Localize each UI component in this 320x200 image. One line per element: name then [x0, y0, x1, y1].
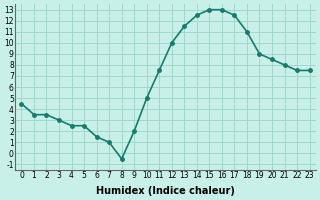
X-axis label: Humidex (Indice chaleur): Humidex (Indice chaleur) [96, 186, 235, 196]
